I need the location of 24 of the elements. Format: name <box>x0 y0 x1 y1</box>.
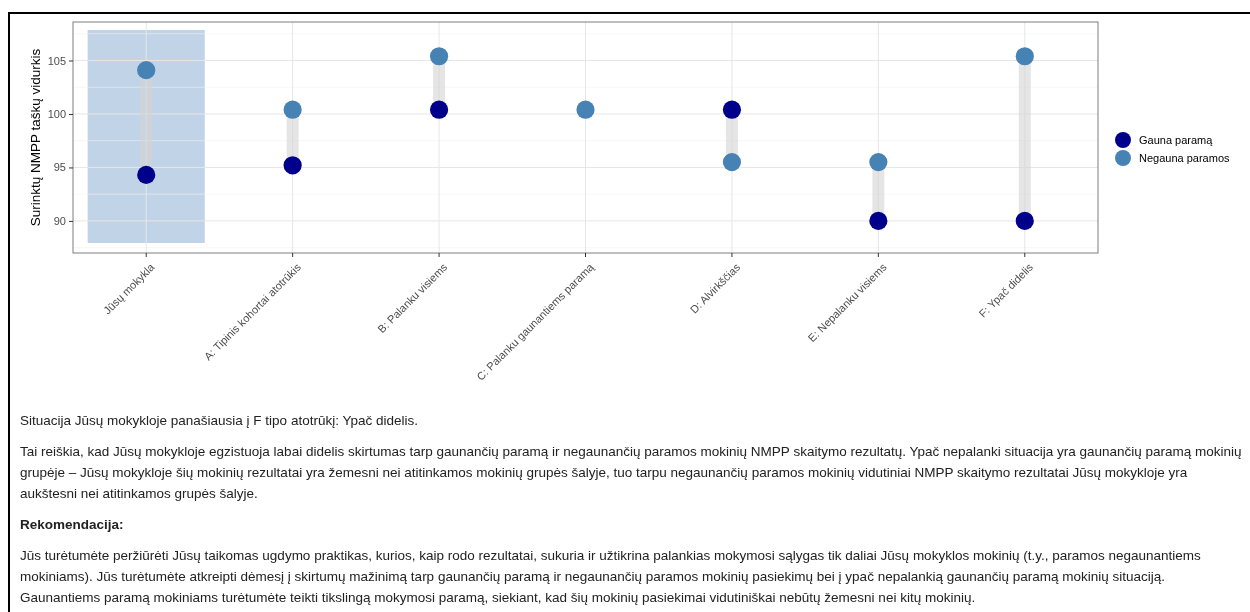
y-tick-label: 95 <box>53 161 66 174</box>
point <box>137 165 156 185</box>
y-axis-title: Surinktų NMPP taškų vidurkis <box>28 48 43 227</box>
text: Situacija Jūsų mokykloje panašiausia į F tipo atotrūkį: Ypač didelis. <box>20 412 419 430</box>
y-tick-label: 105 <box>47 54 66 67</box>
point <box>722 153 742 172</box>
point <box>429 100 449 119</box>
point <box>576 100 595 119</box>
point <box>1015 47 1034 66</box>
point <box>869 211 888 230</box>
text: Jūs turėtumėte peržiūrėti Jūsų taikomas ugdymo praktikas, kurios, kaip rodo rezultatai, sukuria ir užtikrina palankias mokymosi sąlygas tik daliai Jūsų mokyklos mokinių (t.y., paramos negaunantiems mokiniams). Jūs turėtumėte atkreipti dėmesį į skirtumų mažinimą tarp gaunančių paramą ir negaunančių paramos mokinių pasiekimų bei į ypač nepalankią gaunančių paramą mokinių situaciją. Gaunantiems paramą mokiniams turėtumėte teikti tikslingą mokymosi paramą, siekiant, kad šių mokinių pasiekimai vidutiniškai nebūtų žemesni nei kitų mokinių. <box>20 547 1202 607</box>
point <box>869 153 888 172</box>
legend-label: Gauna paramą <box>1139 134 1214 146</box>
text: Tai reiškia, kad Jūsų mokykloje egzistuoja labai didelis skirtumas tarp gaunančių paramą ir negaunančių paramos mokinių NMPP skaitymo rezultatų. Ypač nepalanki situacija yra gaunančių paramą mokinių grupėje – Jūsų mokykloje šių mokinių rezultatai yra žemesni nei atitinkamos mokinių grupės šalyje, tuo tarpu negaunančių paramos mokinių vidutiniai NMPP skaitymo rezultatai Jūsų mokykloje yra aukštesni nei atitinkamos grupės šalyje. <box>20 443 1243 503</box>
legend-label: Negauna paramos <box>1139 152 1230 164</box>
point <box>429 47 449 66</box>
y-tick-label: 100 <box>47 107 66 120</box>
y-tick-label: 90 <box>53 214 66 227</box>
point <box>283 100 302 119</box>
point <box>137 61 156 80</box>
point <box>722 100 742 119</box>
text: Rekomendacija: <box>20 516 125 534</box>
point <box>1015 211 1034 230</box>
point <box>283 156 302 175</box>
